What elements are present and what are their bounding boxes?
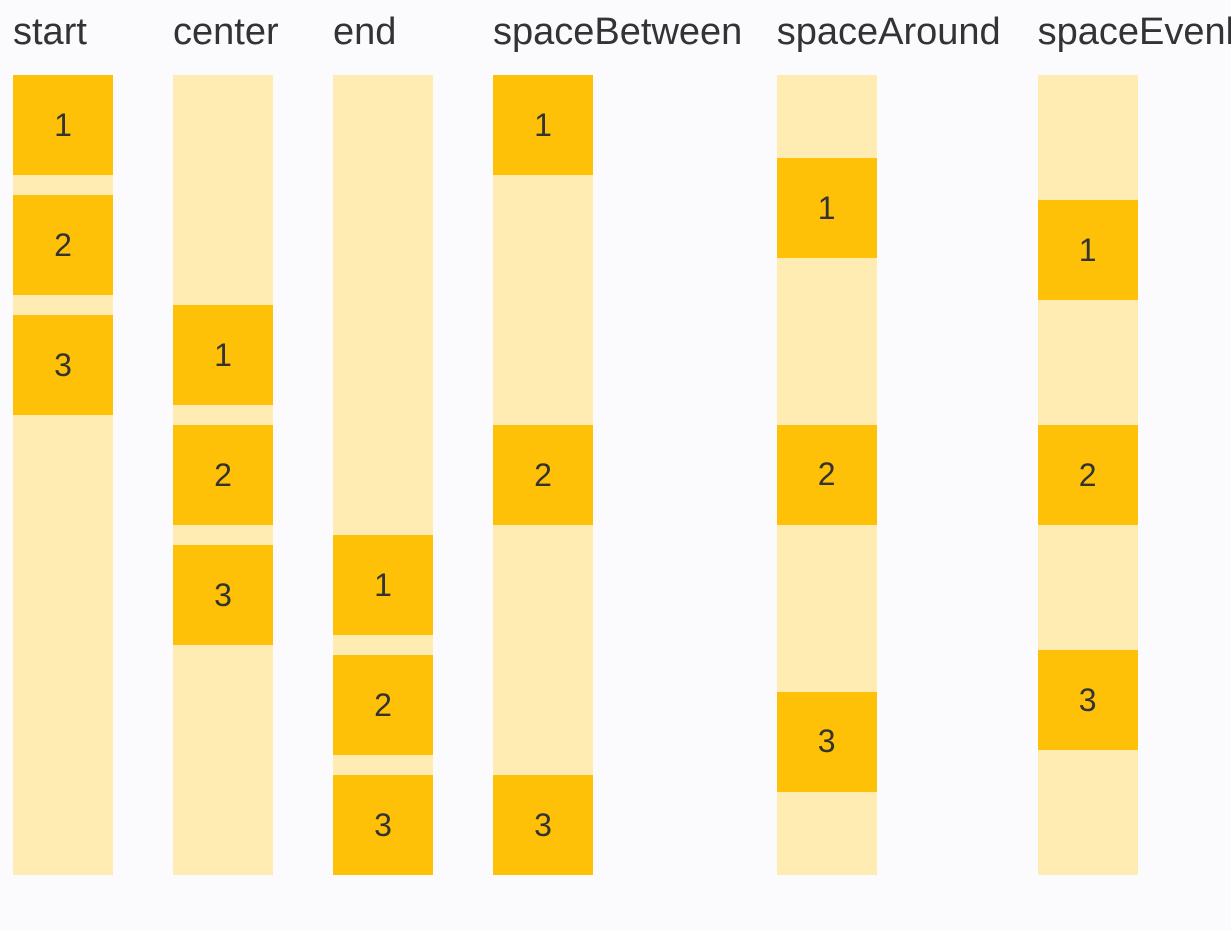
alignment-track: 1 2 3 xyxy=(1037,75,1138,875)
alignment-track: 1 2 3 xyxy=(333,75,433,875)
box-1: 1 xyxy=(493,75,593,175)
alignment-label: start xyxy=(13,11,87,53)
box-3: 3 xyxy=(173,545,273,645)
box-1: 1 xyxy=(1037,200,1138,300)
alignment-label: spaceAround xyxy=(776,11,1001,53)
alignment-column-center: center 1 2 3 xyxy=(173,12,279,875)
box-3: 3 xyxy=(776,691,877,792)
box-2: 2 xyxy=(1037,425,1138,525)
alignment-column-spaceEvenly: spaceEvenly 1 2 3 xyxy=(1037,11,1231,875)
box-1: 1 xyxy=(776,158,877,259)
box-2: 2 xyxy=(173,425,273,525)
box-3: 3 xyxy=(13,315,113,415)
alignment-track: 1 2 3 xyxy=(493,75,593,875)
box-3: 3 xyxy=(333,775,433,875)
alignment-column-end: end 1 2 3 xyxy=(333,12,433,875)
alignment-track: 1 2 3 xyxy=(173,75,273,875)
box-1: 1 xyxy=(173,305,273,405)
box-2: 2 xyxy=(493,425,593,525)
alignment-column-spaceAround: spaceAround 1 2 3 xyxy=(776,12,1001,875)
alignment-column-spaceBetween: spaceBetween 1 2 3 xyxy=(493,12,742,875)
box-1: 1 xyxy=(333,535,433,635)
alignment-label: center xyxy=(173,11,279,53)
alignment-track: 1 2 3 xyxy=(776,75,877,875)
alignment-label: spaceEvenly xyxy=(1037,11,1231,53)
alignment-label: spaceBetween xyxy=(493,11,743,53)
alignment-column-start: start 1 2 3 xyxy=(13,12,113,875)
box-1: 1 xyxy=(13,75,113,175)
box-3: 3 xyxy=(1037,650,1138,750)
box-2: 2 xyxy=(13,195,113,295)
alignment-track: 1 2 3 xyxy=(13,75,113,875)
box-3: 3 xyxy=(493,775,593,875)
box-2: 2 xyxy=(776,424,877,525)
alignment-label: end xyxy=(333,11,397,53)
box-2: 2 xyxy=(333,655,433,755)
